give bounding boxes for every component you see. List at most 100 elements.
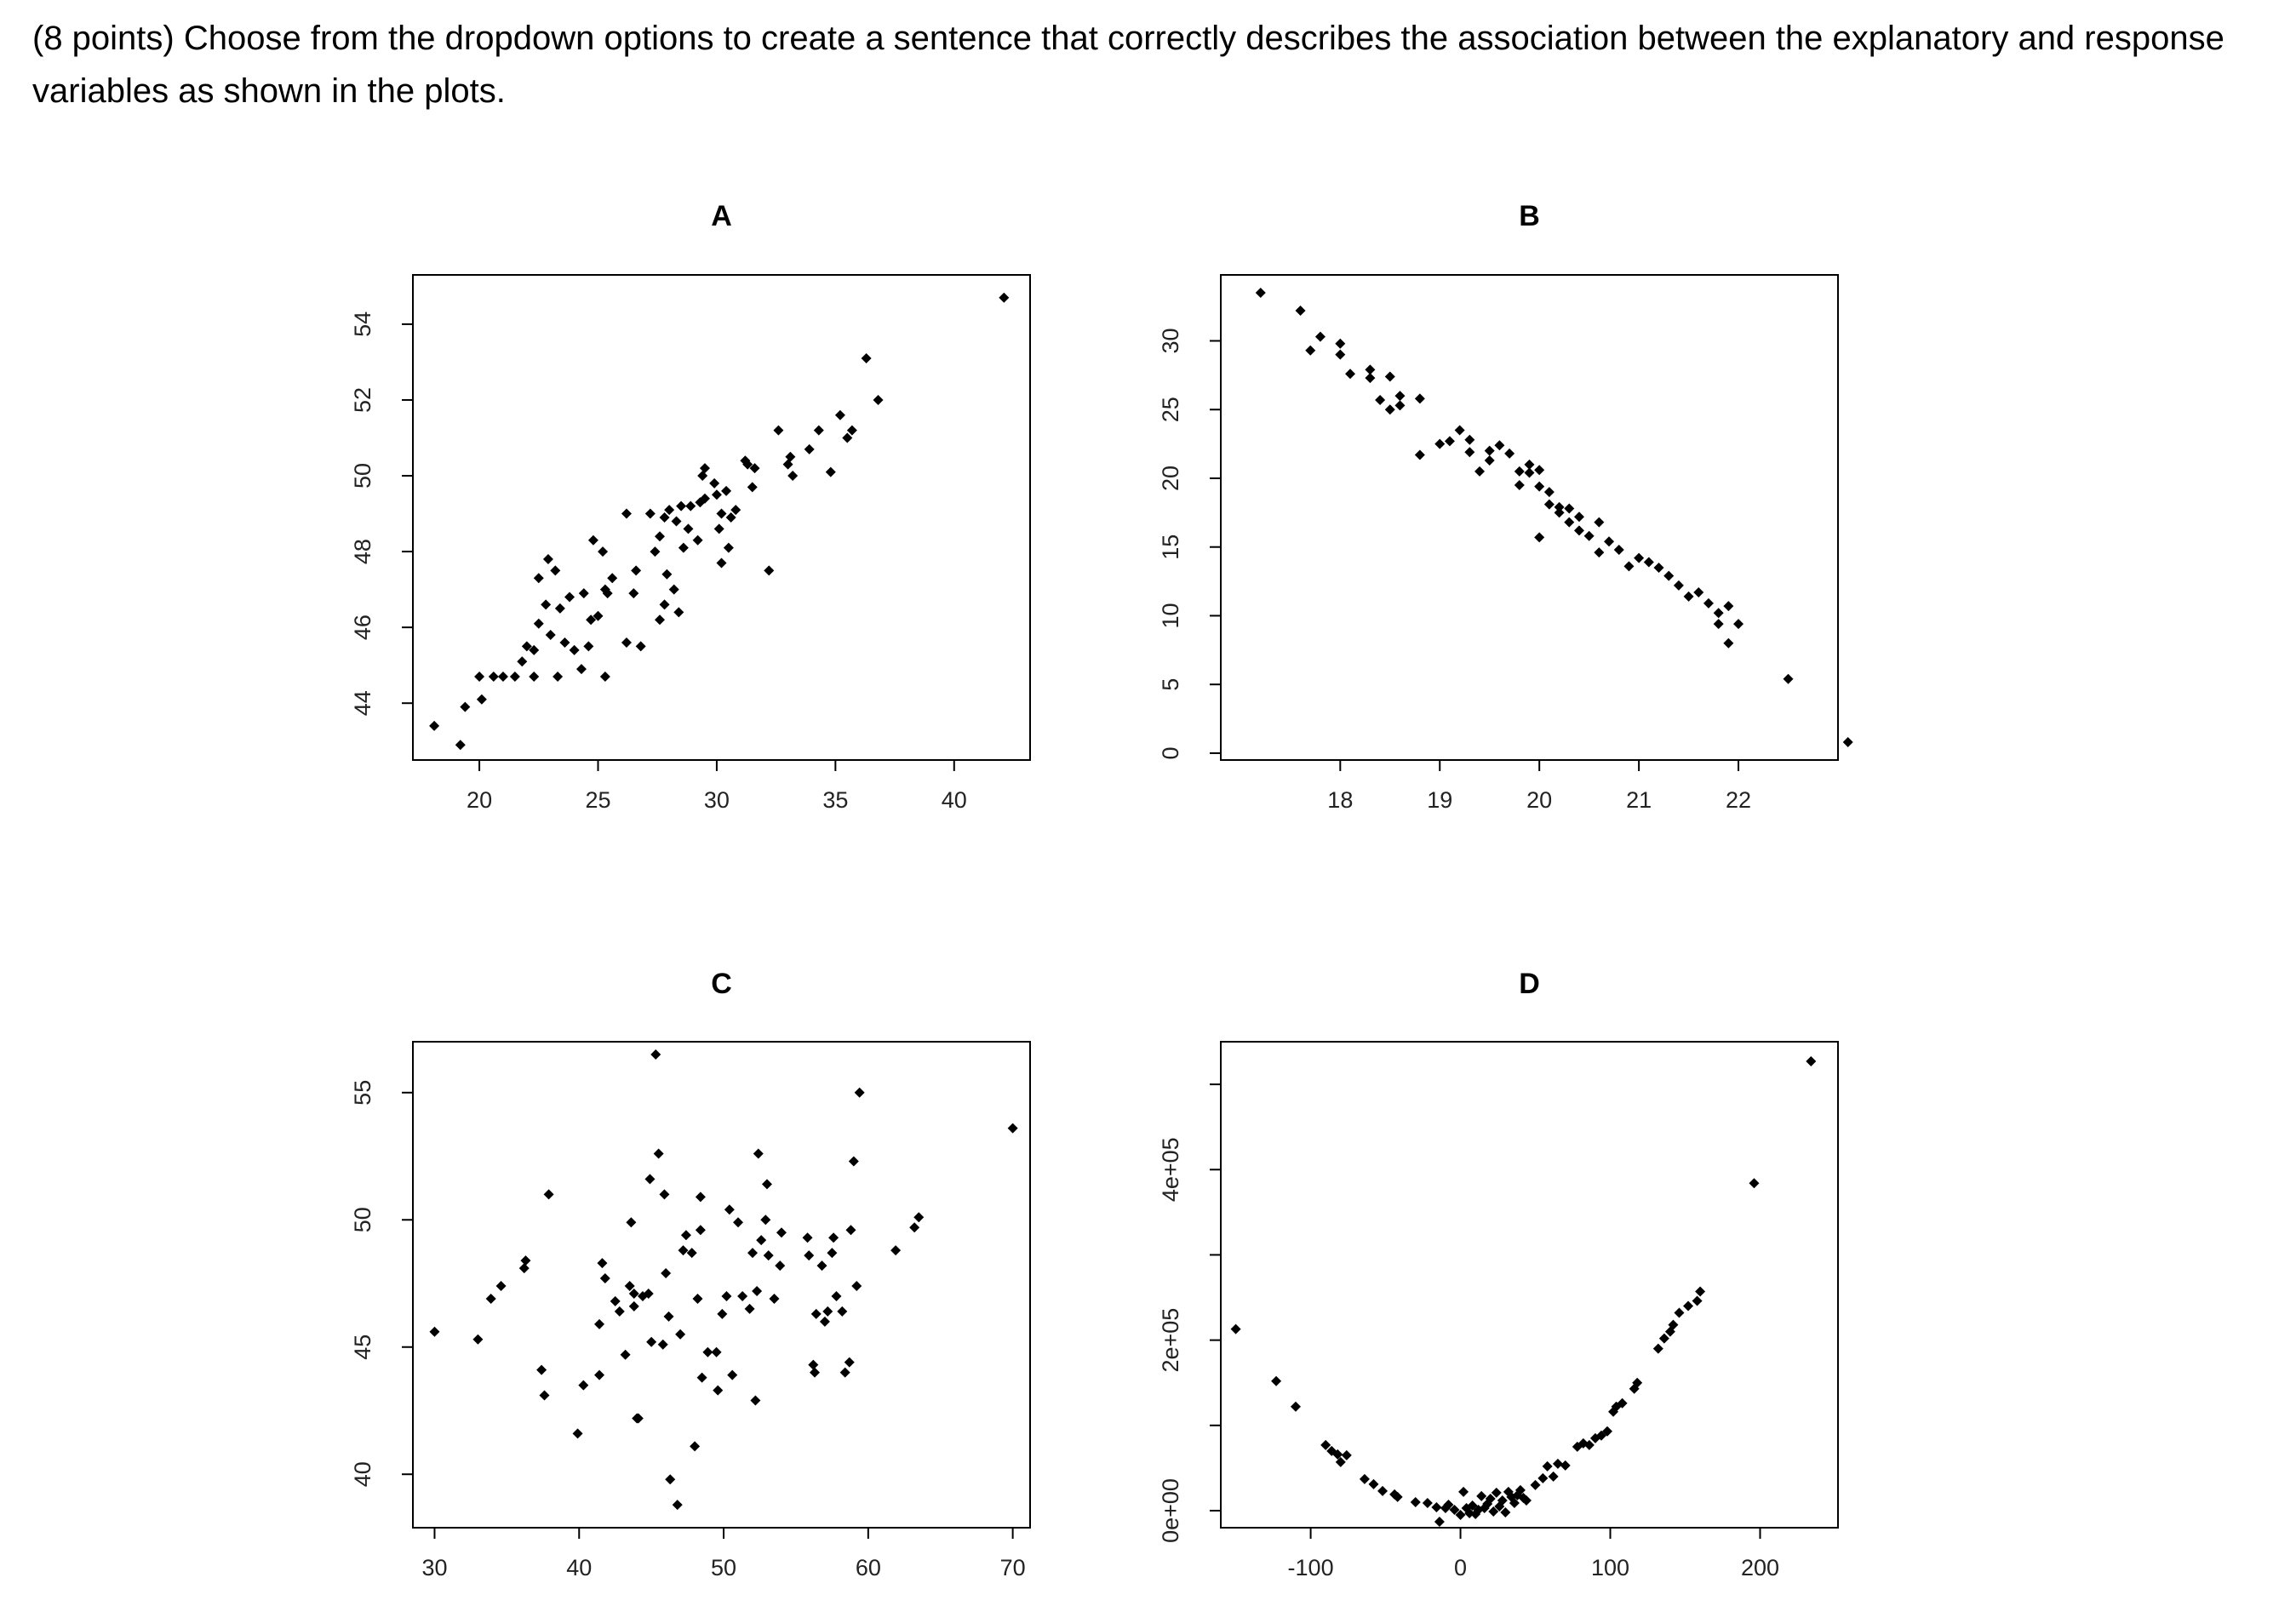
plot-a-point: [578, 588, 589, 599]
plot-a-point: [621, 508, 632, 519]
plot-d-point: [1668, 1319, 1679, 1330]
plot-d-x-tick-label: 100: [1591, 1555, 1629, 1580]
plot-c-point: [750, 1395, 761, 1406]
plot-d-point: [1449, 1504, 1460, 1515]
plot-a-point: [834, 409, 845, 420]
plot-d-y-tick-label: 2e+05: [1158, 1308, 1183, 1373]
plot-c-point: [1007, 1123, 1018, 1134]
plot-d-point: [1695, 1286, 1706, 1297]
plot-d-point: [1443, 1499, 1454, 1510]
plot-b-point: [1733, 619, 1744, 630]
plot-c-point: [572, 1428, 583, 1439]
plot-a-point: [460, 701, 471, 712]
plot-a-point: [683, 523, 694, 534]
plot-c-point: [675, 1329, 686, 1340]
plot-c-point: [717, 1308, 728, 1319]
plot-c-point: [543, 1189, 554, 1200]
plot-b-point: [1414, 393, 1425, 404]
plot-b-point: [1583, 530, 1595, 541]
plot-d-point: [1230, 1323, 1241, 1335]
plot-b-point: [1703, 597, 1714, 609]
plot-a-point: [542, 553, 553, 564]
plot-b-point: [1484, 454, 1495, 466]
plot-d-point: [1341, 1449, 1352, 1460]
plot-b-point: [1524, 467, 1535, 478]
plot-d-point: [1509, 1497, 1520, 1508]
plot-c-point: [802, 1232, 813, 1243]
plot-a-point: [825, 466, 836, 477]
plot-a-point: [602, 588, 613, 599]
plot-c-point: [661, 1268, 672, 1279]
plot-d-point: [1320, 1439, 1331, 1450]
plot-c-point: [711, 1346, 722, 1357]
plot-b-x-tick-label: 21: [1626, 787, 1652, 813]
plot-a-point: [529, 672, 540, 683]
plot-b-point: [1693, 587, 1704, 598]
plot-c-point: [808, 1359, 819, 1370]
plot-d-point: [1410, 1496, 1421, 1507]
plot-a-point: [529, 644, 540, 655]
plot-d-point: [1652, 1343, 1663, 1354]
plot-a-point: [455, 740, 466, 751]
plot-b-point: [1514, 480, 1525, 491]
plot-a-point: [598, 546, 609, 557]
plot-c-point: [819, 1316, 830, 1327]
plot-c-point: [650, 1049, 661, 1060]
plot-a-point: [476, 694, 487, 705]
plot-b-point: [1314, 331, 1325, 342]
plot-a-x-tick-label: 25: [585, 787, 610, 813]
plot-c-point: [733, 1217, 744, 1228]
plot-a-point: [587, 534, 598, 546]
plot-a-point: [787, 471, 799, 482]
plot-d-x-tick-label: 0: [1454, 1555, 1467, 1580]
plot-a-point: [550, 565, 561, 576]
plot-c-point: [696, 1372, 707, 1383]
plot-b-point: [1474, 466, 1486, 477]
plot-a-x-tick-label: 35: [822, 787, 848, 813]
plot-a-point: [599, 672, 610, 683]
plot-a-x-tick-label: 30: [704, 787, 730, 813]
plot-c-point: [520, 1255, 531, 1266]
plot-d-point: [1674, 1307, 1685, 1318]
plot-b-point: [1365, 364, 1376, 375]
plot-d-point: [1617, 1397, 1628, 1409]
plot-a-point: [692, 534, 703, 546]
plot-c-x-tick-label: 70: [1000, 1555, 1026, 1580]
plot-a-point: [517, 656, 528, 667]
plot-b-y-tick-label: 30: [1158, 328, 1183, 353]
plot-d-x-tick-label: 200: [1741, 1555, 1779, 1580]
plot-b-point: [1255, 287, 1266, 298]
plot-c-point: [597, 1258, 608, 1269]
plot-c-point: [721, 1290, 732, 1301]
plot-a-point: [509, 672, 520, 683]
plot-a-point: [861, 352, 872, 363]
plot-c-point: [737, 1290, 748, 1301]
plot-a-point: [730, 505, 741, 516]
plot-b-point: [1394, 400, 1406, 411]
plot-a-point: [635, 641, 646, 652]
plot-c-point: [663, 1311, 674, 1322]
plot-c-point: [429, 1326, 440, 1337]
plot-b-point: [1673, 580, 1684, 591]
plot-c-point: [659, 1189, 670, 1200]
plot-c-point: [913, 1212, 925, 1223]
plot-d-frame: [1220, 1041, 1839, 1529]
plot-a-point: [533, 618, 544, 629]
plot-b-point: [1573, 512, 1584, 523]
plot-c-point: [839, 1367, 850, 1378]
plot-b-point: [1713, 608, 1724, 619]
plot-a-point: [644, 508, 656, 519]
plot-d-point: [1377, 1485, 1388, 1496]
plot-a-point: [709, 477, 720, 489]
plot-c-point: [643, 1288, 654, 1299]
plot-a-point: [655, 531, 665, 542]
plot-a-point: [607, 573, 618, 584]
plot-a-point: [593, 610, 604, 621]
plot-b-point: [1643, 557, 1654, 568]
plot-d-point: [1583, 1439, 1595, 1450]
plot-a-point: [554, 603, 565, 614]
plot-d-point: [1332, 1449, 1343, 1460]
plot-c-point: [690, 1441, 701, 1452]
plot-d-point: [1537, 1472, 1549, 1483]
